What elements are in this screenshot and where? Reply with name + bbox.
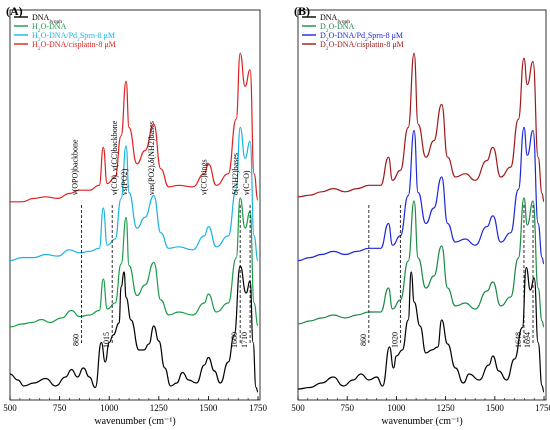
reference-label: 1660	[230, 332, 239, 348]
band-annotation: δ(NH2)bases	[231, 153, 240, 195]
band-annotation: ν(CO), ν(CC)backbone	[110, 120, 119, 195]
series-line	[9, 197, 259, 328]
band-annotation: νas(PO2),δ(NH2)bases	[147, 121, 156, 195]
legend-entry: H2O-DNA/cisplatin-8 μM	[32, 40, 116, 52]
x-tick-label: 500	[3, 403, 17, 413]
legend-entry: H2O-DNA/Pd2Sprn-8 μM	[32, 31, 115, 43]
reference-label: 860	[71, 334, 80, 346]
band-annotation: νs(PO2)	[120, 168, 129, 195]
panel-label: (A)	[6, 4, 23, 18]
legend-entry: D2O-DNA/cisplatin-8 μM	[320, 40, 404, 52]
x-tick-label: 1000	[100, 403, 119, 413]
plot-frame	[297, 9, 547, 401]
x-tick-label: 1500	[199, 403, 218, 413]
legend-entry: D2O-DNA	[320, 22, 355, 34]
x-tick-label: 1000	[387, 403, 406, 413]
legend-entry: DNAlyoph	[320, 13, 350, 25]
x-axis-label: wavenumber (cm⁻¹)	[381, 416, 462, 427]
reference-label: 1694	[523, 332, 532, 348]
panel-a: (A) 500 750 1000 1250 1500 1750 wavenumber (cm⁻…	[3, 4, 267, 427]
legend-entry: H2O-DNA	[32, 22, 67, 34]
reference-label: 1710	[240, 332, 249, 348]
x-tick-label: 1250	[150, 403, 169, 413]
reference-label: 1015	[102, 332, 111, 348]
band-annotation: ν(C=O)	[242, 170, 251, 195]
panel-b: (B) 500 750 1000 1250 1500 1750 wavenumber (cm⁻…	[291, 4, 550, 427]
legend-entry: DNAlyoph	[32, 13, 62, 25]
series-line	[297, 197, 545, 328]
reference-label: 860	[359, 334, 368, 346]
reference-label: 1648	[514, 332, 523, 348]
series-line	[297, 266, 545, 393]
band-annotation: ν(OPO)backbone	[70, 139, 79, 195]
x-tick-label: 1750	[535, 403, 550, 413]
x-tick-label: 750	[340, 403, 354, 413]
x-tick-label: 1750	[249, 403, 268, 413]
reference-label: 1020	[390, 332, 399, 348]
plot-frame	[9, 9, 261, 401]
series-line	[297, 126, 545, 265]
legend-entry: D2O-DNA/Pd2Sprn-8 μM	[320, 31, 403, 43]
x-tick-label: 500	[291, 403, 305, 413]
x-axis-label: wavenumber (cm⁻¹)	[94, 416, 175, 427]
series-line	[10, 52, 259, 203]
x-tick-label: 1500	[486, 403, 505, 413]
series-line	[9, 126, 259, 262]
x-tick-label: 1250	[437, 403, 456, 413]
band-annotation: ν(CC)rings	[199, 159, 208, 195]
panel-label: (B)	[294, 4, 310, 18]
series-line	[297, 52, 545, 203]
series-line	[9, 265, 259, 393]
x-tick-label: 750	[53, 403, 67, 413]
